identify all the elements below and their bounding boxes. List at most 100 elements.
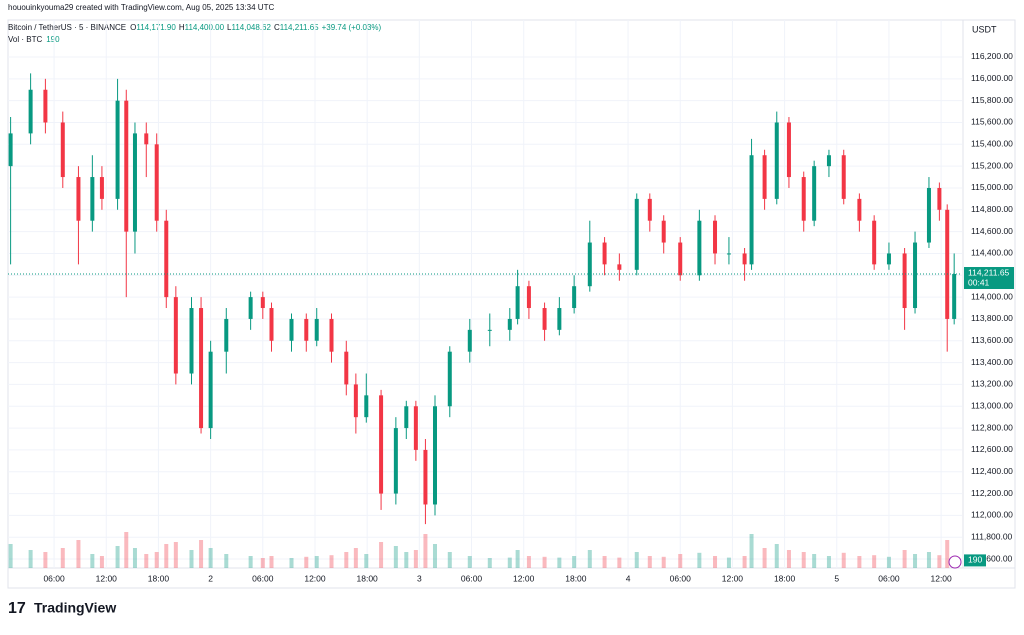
candle-body [208,351,213,429]
ohlc-key: H [179,23,185,32]
volume-bar [587,550,592,568]
candle-body [224,318,229,352]
volume-bar [99,556,104,568]
volume-bar [8,544,13,568]
alert-icon [948,555,962,569]
x-tick-label: 12:00 [304,573,326,583]
volume-bar [364,554,369,568]
volume-bar [812,554,817,568]
volume-name: Vol · BTC [8,35,42,44]
y-tick-label: 115,200.00 [971,160,1013,170]
volume-bar [945,540,950,568]
volume-bar [762,548,767,568]
x-tick-label: 12:00 [513,573,535,583]
volume-bar [379,542,384,568]
volume-bar [542,556,547,568]
volume-bar [393,546,398,568]
y-tick-label: 113,800.00 [971,313,1013,323]
y-tick-label: 115,400.00 [971,139,1013,149]
candle-body [124,100,129,232]
logo-mark: 17 [8,600,26,617]
volume-bar [260,558,265,568]
candle-body [857,198,862,221]
volume-bar [872,555,877,568]
volume-bar [115,546,120,568]
candle-body [199,308,204,429]
y-tick-label: 111,800.00 [971,531,1013,541]
candle-body [423,449,428,505]
y-tick-label: 113,600.00 [971,335,1013,345]
ohlc-key: O [130,23,136,32]
y-tick-label: 114,000.00 [971,291,1013,301]
candle-body [404,406,409,429]
y-tick-label: 112,000.00 [971,510,1013,520]
candle-body [515,286,520,319]
candle-body [393,428,398,494]
candle-body [447,351,452,407]
y-tick-label: 111,600.00 [971,553,1013,563]
candle-body [314,318,319,341]
volume-bar [248,556,253,568]
volume-bar [224,554,229,568]
x-tick-label: 12:00 [930,573,952,583]
y-tick-label: 113,200.00 [971,379,1013,389]
y-tick-label: 114,400.00 [971,248,1013,258]
volume-bar [886,556,891,568]
candle-body [344,351,349,385]
candle-body [602,242,607,265]
volume-bar [432,544,437,568]
ohlc-key: C [274,23,280,32]
candle-body [902,253,907,309]
candle-body [248,297,253,319]
logo: 17 TradingView [8,600,116,618]
x-tick-label: 06:00 [252,573,274,583]
y-tick-label: 114,800.00 [971,204,1013,214]
candle-body [647,198,652,221]
candle-body [572,286,577,309]
candle-body [526,286,531,309]
currency: USDT [972,24,997,34]
x-tick-label: 06:00 [43,573,65,583]
candle-body [913,242,918,309]
x-tick-label: 12:00 [722,573,744,583]
x-tick-label: 06:00 [878,573,900,583]
candle-body [812,166,817,221]
volume-bar [507,557,512,568]
volume-bar [173,542,178,568]
ohlc-key: L [227,23,232,32]
volume-bar [726,557,731,568]
candle-body [507,318,512,330]
y-tick-label: 116,200.00 [971,51,1013,61]
candle-body [60,122,65,178]
volume-bar [199,540,204,568]
candle-body [353,384,358,418]
candle-body [937,187,942,210]
candle-body [749,155,754,265]
y-tick-label: 113,400.00 [971,357,1013,367]
candle-body [697,220,702,276]
x-tick-label: 18:00 [774,573,796,583]
frame [7,19,1016,589]
y-tick-label: 115,000.00 [971,182,1013,192]
volume-bar [742,556,747,568]
logo-text: TradingView [34,600,116,616]
volume-bar [132,548,137,568]
candle-body [886,253,891,265]
candle-body [76,177,81,221]
candle-body [154,144,159,221]
ohlc-value: 114,211.65 [280,23,319,32]
y-tick-label: 113,000.00 [971,401,1013,411]
x-tick-label: 06:00 [670,573,692,583]
ohlc-value: 114,400.00 [185,23,225,32]
candle-body [364,395,369,418]
candle-body [90,177,95,221]
y-tick-label: 115,800.00 [971,95,1013,105]
volume-bar [857,556,862,568]
volume-value: 190 [46,35,60,44]
volume-bar [926,552,931,568]
candle-body [841,155,846,199]
change: +39.74 (+0.03%) [322,23,382,32]
volume-bar [634,552,639,568]
volume-bar [617,557,622,568]
volume-bar [697,552,702,568]
